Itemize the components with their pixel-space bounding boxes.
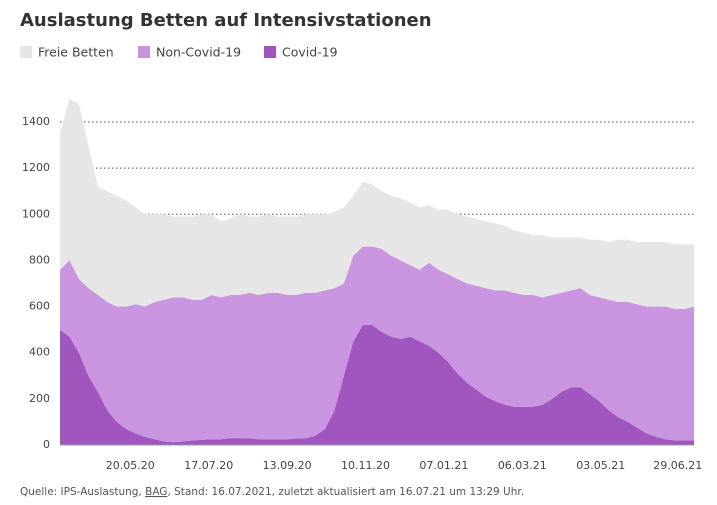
y-tick-label: 200 (29, 392, 50, 405)
legend-swatch (264, 46, 276, 58)
x-tick-label: 10.11.20 (341, 459, 390, 472)
source-prefix: Quelle: IPS-Auslastung, (20, 486, 145, 498)
area (60, 325, 694, 445)
y-tick-label: 1400 (22, 115, 50, 128)
y-tick-label: 800 (29, 253, 50, 266)
chart-title: Auslastung Betten auf Intensivstationen (20, 10, 432, 31)
legend-label: Non-Covid-19 (156, 45, 241, 60)
y-tick-label: 600 (29, 300, 50, 313)
legend-label: Covid-19 (282, 45, 338, 60)
y-tick-label: 400 (29, 346, 50, 359)
source: Quelle: IPS-Auslastung, BAG, Stand: 16.0… (20, 486, 524, 498)
legend-label: Freie Betten (38, 45, 114, 60)
x-tick-label: 03.05.21 (576, 459, 625, 472)
x-tick-label: 20.05.20 (106, 459, 155, 472)
area (60, 99, 694, 309)
source-suffix: , Stand: 16.07.2021, zuletzt aktualisier… (167, 486, 524, 498)
y-tick-label: 1000 (22, 207, 50, 220)
y-tick-label: 1200 (22, 161, 50, 174)
legend-swatch (138, 46, 150, 58)
x-tick-label: 29.06.21 (653, 459, 702, 472)
area (60, 246, 694, 443)
x-tick-label: 07.01.21 (419, 459, 468, 472)
source-link[interactable]: BAG (145, 486, 167, 498)
x-tick-label: 13.09.20 (263, 459, 312, 472)
legend-swatch (20, 46, 32, 58)
x-tick-label: 17.07.20 (184, 459, 233, 472)
x-tick-label: 06.03.21 (498, 459, 547, 472)
y-tick-label: 0 (43, 438, 50, 451)
